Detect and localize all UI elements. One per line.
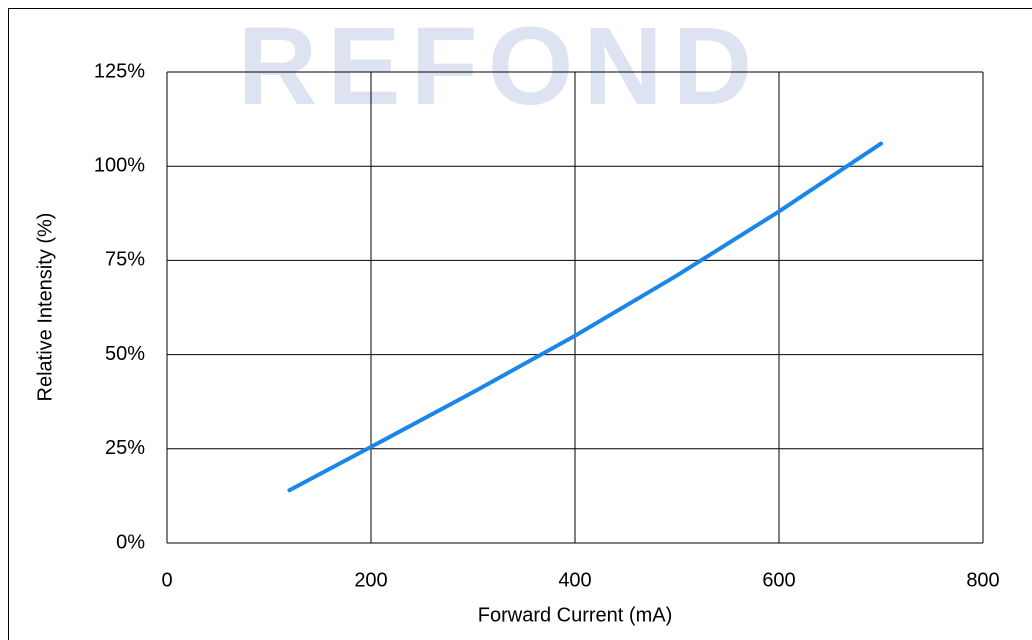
x-tick-label: 600 [762, 569, 795, 591]
y-tick-label: 75% [105, 249, 145, 271]
x-axis-label: Forward Current (mA) [478, 604, 672, 626]
y-axis-label: Relative Intensity (%) [34, 213, 56, 402]
x-tick-label: 800 [966, 569, 999, 591]
line-series [287, 141, 883, 493]
y-tick-label: 0% [116, 531, 145, 553]
x-tick-label: 400 [558, 569, 591, 591]
x-tick-label: 200 [354, 569, 387, 591]
x-tick-label: 0 [161, 569, 172, 591]
watermark: REFOND [238, 5, 762, 128]
y-tick-label: 50% [105, 343, 145, 365]
y-tick-label: 100% [94, 154, 145, 176]
y-tick-label: 25% [105, 437, 145, 459]
frame [8, 8, 1032, 640]
y-tick-label: 125% [94, 60, 145, 82]
